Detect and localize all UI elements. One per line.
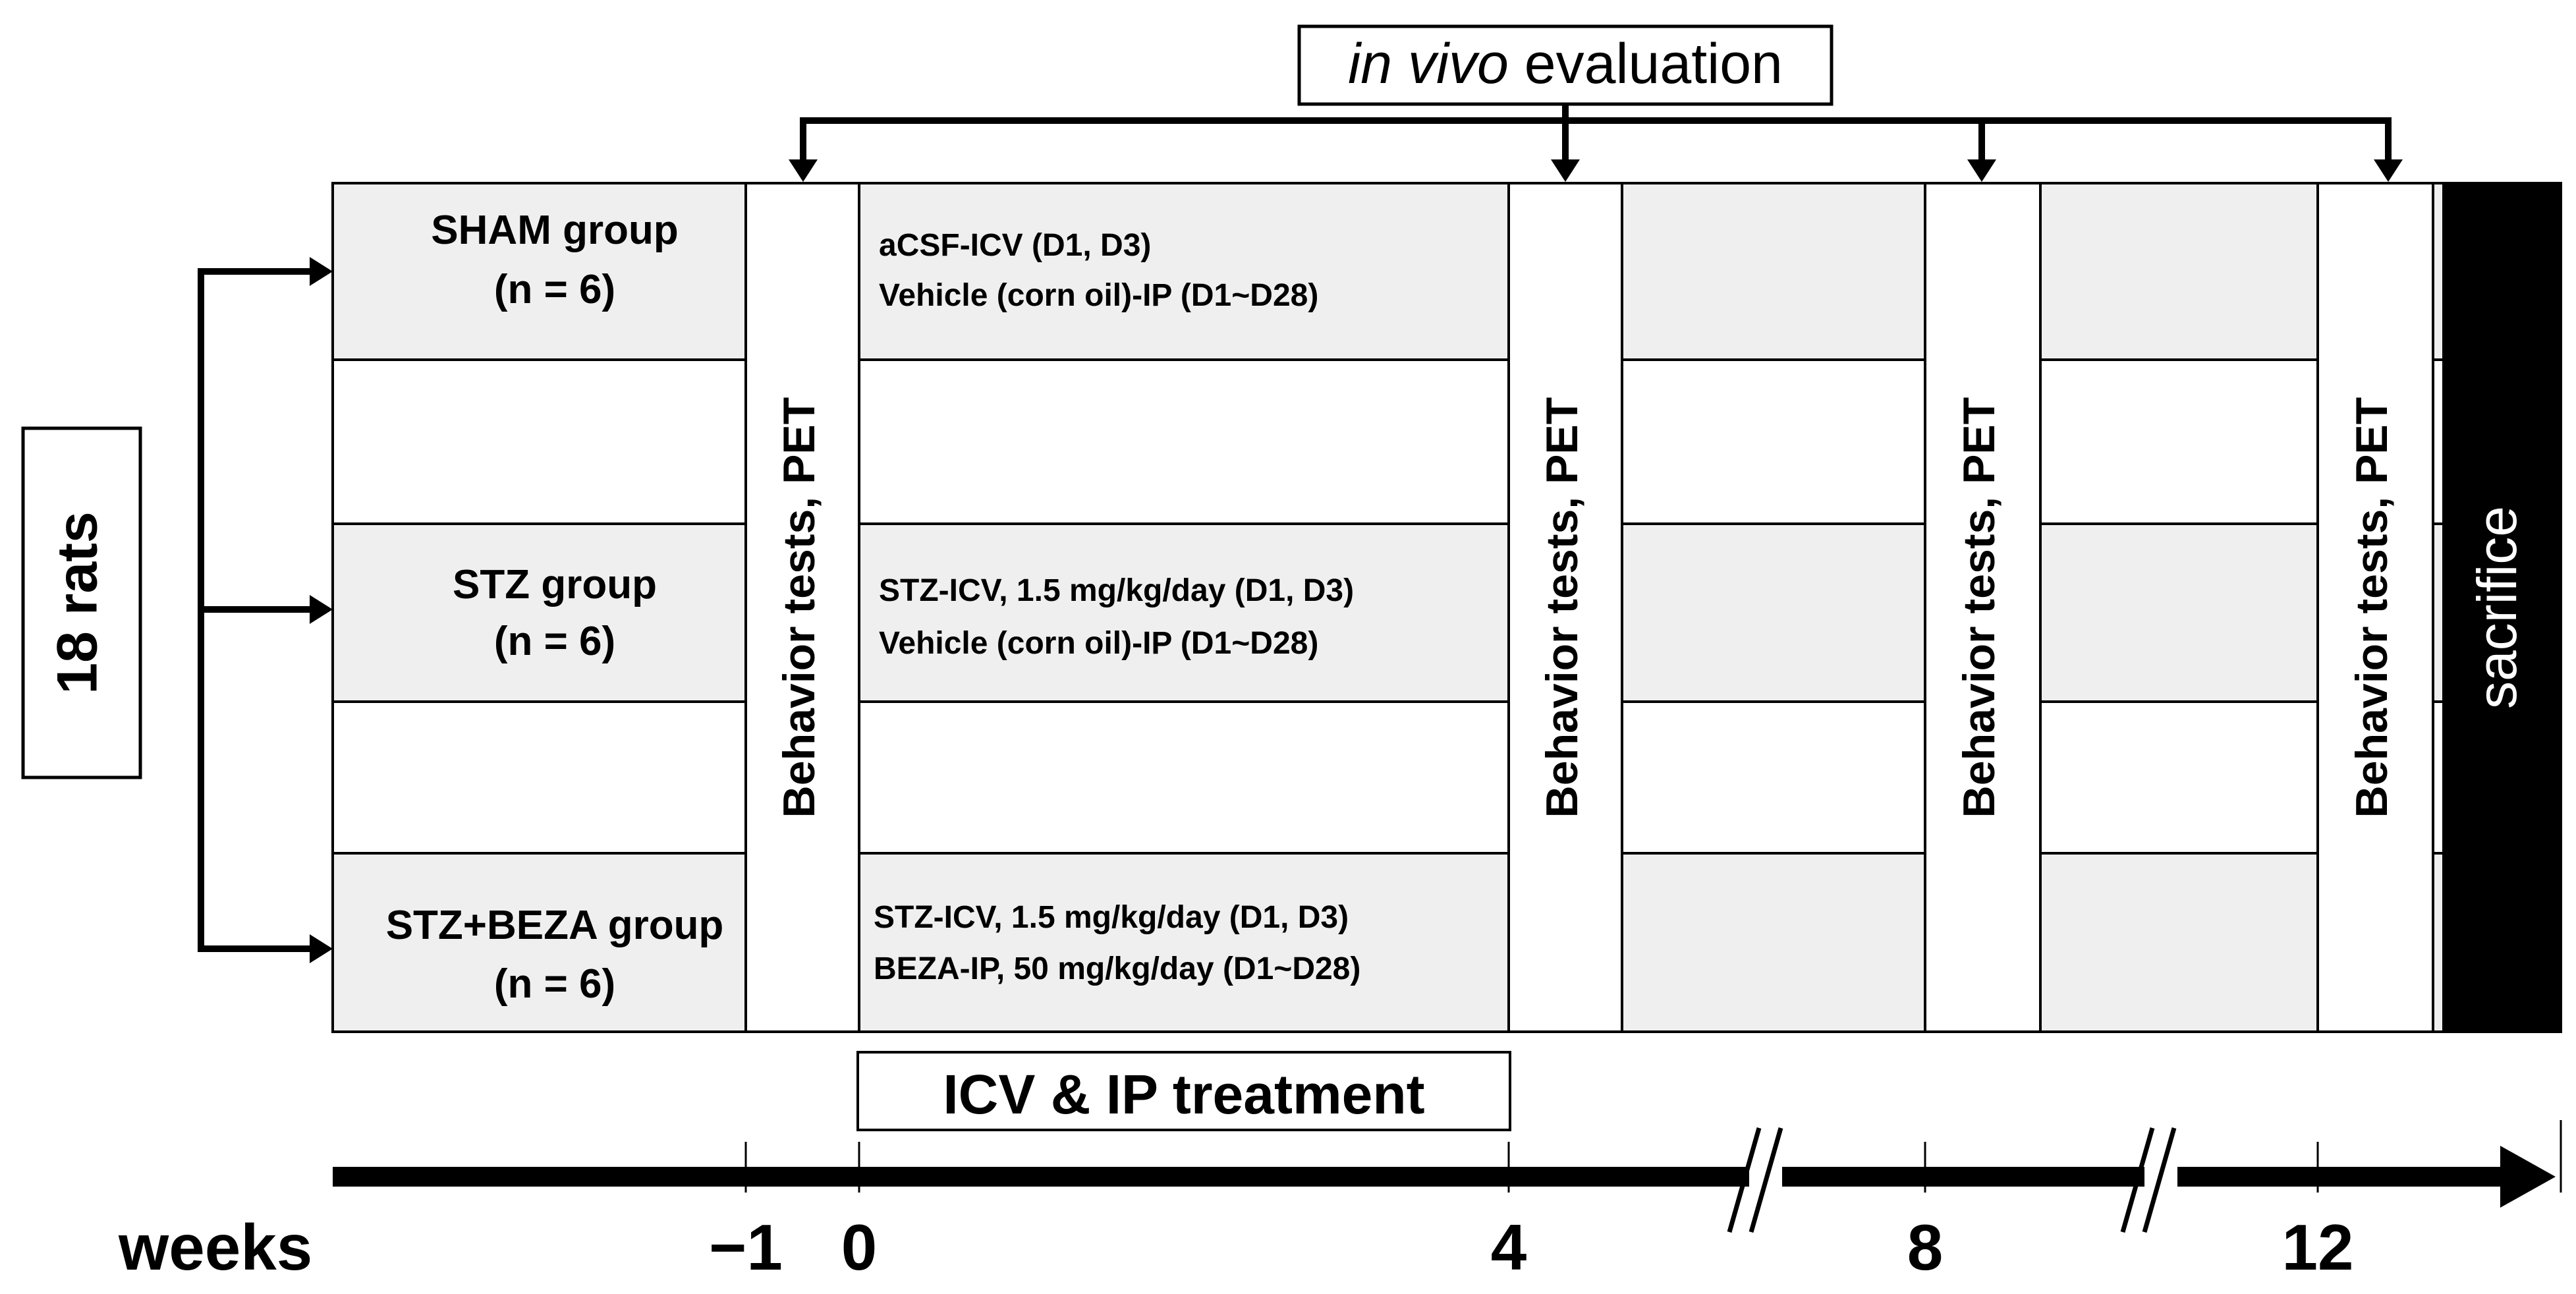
treatment-banner-label: ICV & IP treatment <box>943 1063 1424 1125</box>
title-rest: evaluation <box>1509 32 1783 96</box>
week-tick-minus1: −1 <box>709 1211 783 1283</box>
behavior-column-3: Behavior tests, PET <box>1924 182 2042 1033</box>
behavior-label-2: Behavior tests, PET <box>1537 397 1587 818</box>
weeks-axis-label: weeks <box>118 1211 312 1283</box>
group-name-sham: SHAM group <box>431 208 678 253</box>
group-count-sham: (n = 6) <box>494 267 615 312</box>
group-branch-arrows <box>198 268 315 952</box>
group-name-stz: STZ group <box>453 562 657 607</box>
behavior-label-3: Behavior tests, PET <box>1954 397 2004 818</box>
row-shading <box>333 183 2561 1032</box>
evaluation-arrowheads <box>789 159 2403 182</box>
week-tick-0: 0 <box>841 1211 878 1283</box>
group-name-stz-beza: STZ+BEZA group <box>386 903 724 948</box>
evaluation-bracket <box>800 104 2392 163</box>
title-italic: in vivo <box>1348 32 1509 96</box>
timeline-axis <box>333 1167 2504 1187</box>
treatment-sham-line2: Vehicle (corn oil)-IP (D1~D28) <box>879 278 1318 313</box>
sacrifice-bar: sacrifice <box>2442 183 2561 1032</box>
behavior-label-1: Behavior tests, PET <box>774 397 824 818</box>
treatment-stz-line2: Vehicle (corn oil)-IP (D1~D28) <box>879 626 1318 661</box>
sacrifice-label: sacrifice <box>2466 506 2528 709</box>
behavior-column-1: Behavior tests, PET <box>744 182 860 1033</box>
behavior-column-2: Behavior tests, PET <box>1507 182 1623 1033</box>
behavior-column-4: Behavior tests, PET <box>2316 182 2434 1033</box>
axis-break-2 <box>2120 1127 2177 1233</box>
group-branch-arrowheads <box>310 257 333 963</box>
axis-break-1 <box>1727 1127 1783 1233</box>
title-text: in vivo evaluation <box>1348 32 1783 96</box>
group-count-stz: (n = 6) <box>494 619 615 664</box>
treatment-stz-line1: STZ-ICV, 1.5 mg/kg/day (D1, D3) <box>879 573 1354 608</box>
title-box <box>1297 24 1834 106</box>
behavior-label-4: Behavior tests, PET <box>2347 397 2397 818</box>
treatment-sham-line1: aCSF-ICV (D1, D3) <box>879 228 1151 263</box>
group-count-stz-beza: (n = 6) <box>494 961 615 1007</box>
week-tick-4: 4 <box>1491 1211 1527 1283</box>
treatment-stz-beza-line2: BEZA-IP, 50 mg/kg/day (D1~D28) <box>874 951 1360 986</box>
unshaded-gaps <box>334 361 742 852</box>
rats-label: 18 rats <box>46 511 109 694</box>
week-tick-8: 8 <box>1907 1211 1944 1283</box>
row-dividers <box>331 182 2561 1033</box>
treatment-banner <box>856 1051 1511 1131</box>
rats-box <box>21 426 142 779</box>
treatment-stz-beza-line1: STZ-ICV, 1.5 mg/kg/day (D1, D3) <box>874 900 1349 935</box>
timeline-arrowhead <box>2500 1146 2556 1208</box>
week-tick-12: 12 <box>2282 1211 2353 1283</box>
